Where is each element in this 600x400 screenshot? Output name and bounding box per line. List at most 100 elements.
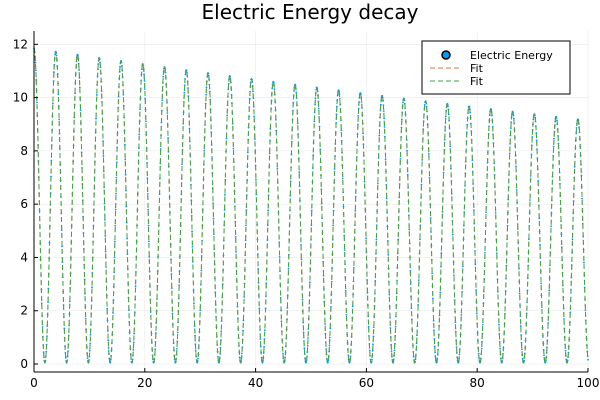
data-point [508,152,511,155]
data-point [78,77,81,79]
data-point [406,173,409,176]
data-point [209,98,212,101]
data-point [36,101,38,104]
data-point [412,355,415,358]
data-point [475,289,477,291]
data-point [485,211,487,214]
data-point [431,297,434,300]
data-point [553,137,555,140]
data-point [389,327,392,329]
data-point [75,60,78,63]
data-point [417,279,420,282]
data-point [531,136,534,138]
data-point [415,342,418,345]
data-point [259,338,262,340]
data-point [519,325,522,327]
data-point [280,320,283,323]
data-point [319,148,322,151]
chart-title: Electric Energy decay [202,0,419,24]
data-point [245,224,247,227]
data-point [329,327,332,330]
y-tick-label-3: 6 [20,197,28,211]
data-point [543,354,545,357]
data-point [494,212,497,214]
data-point [363,180,366,183]
data-point [444,115,447,118]
data-point [58,118,61,121]
data-point [145,120,147,123]
data-point [352,266,355,269]
data-point [509,127,512,130]
data-point [279,297,282,299]
data-point [232,147,235,150]
data-point [317,100,320,103]
data-point [200,269,203,272]
data-point [133,332,135,335]
data-point [95,94,98,96]
data-point [114,224,117,227]
data-point [146,177,149,180]
data-point [138,133,141,136]
data-point [257,281,260,284]
data-point [170,273,173,275]
data-point [289,180,292,183]
data-point [258,307,261,310]
data-point [498,323,500,326]
data-point [300,258,303,261]
data-point [132,348,135,351]
data-point [532,118,535,121]
data-point [328,344,331,347]
data-point [194,334,196,337]
data-point [182,122,185,125]
data-point [306,344,309,347]
data-point [276,167,279,170]
y-tick-label-6: 12 [13,37,28,51]
data-point [134,285,137,288]
data-point [383,117,386,120]
data-point [516,228,519,230]
data-point [147,224,150,227]
data-point [130,358,133,360]
x-tick-label-1: 20 [137,376,152,390]
data-point [51,102,54,105]
data-point [474,263,477,266]
data-point [225,137,228,140]
data-point [461,291,463,293]
data-point [315,88,318,91]
data-point [587,358,589,361]
data-point [205,93,208,96]
x-tick-label-2: 40 [248,376,263,390]
data-point [123,143,126,146]
data-point [227,82,230,85]
data-point [143,73,145,76]
data-point [73,116,76,119]
data-point [191,245,194,248]
data-point [372,326,375,329]
data-point [83,278,86,281]
data-point [317,107,320,110]
data-point [300,243,302,246]
data-point [205,86,208,89]
data-point [303,347,306,350]
y-tick-label-5: 10 [13,91,28,105]
legend-label-fit-1: Fit [470,62,484,75]
data-point [67,350,69,353]
data-point [372,343,374,346]
data-point [552,145,555,148]
data-point [203,149,206,152]
data-point [371,358,373,361]
data-point [176,331,179,334]
data-point [454,321,457,324]
data-point [518,292,521,295]
data-point [360,101,363,103]
data-point [104,218,106,221]
data-point [161,99,164,102]
data-point [484,251,486,254]
data-point [212,233,215,236]
data-point [499,347,501,350]
data-point [408,228,411,231]
data-point [40,302,43,305]
data-point [320,188,323,191]
data-point [84,318,87,320]
x-tick-label-0: 0 [30,376,38,390]
